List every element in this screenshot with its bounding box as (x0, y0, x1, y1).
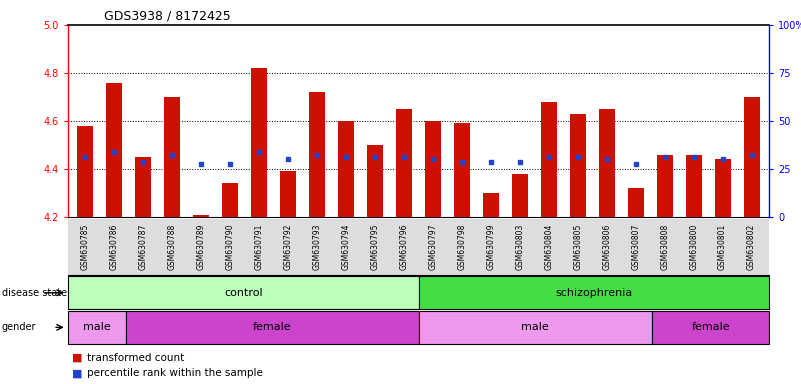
Bar (425, 121, 441, 217)
Text: GSM630808: GSM630808 (660, 223, 669, 270)
Bar (418, 311, 652, 344)
Text: GSM630793: GSM630793 (312, 223, 322, 270)
Bar (367, 145, 383, 217)
Bar (68, 311, 127, 344)
Text: GSM630785: GSM630785 (81, 223, 90, 270)
Bar (657, 155, 673, 217)
Text: GSM630791: GSM630791 (255, 223, 264, 270)
Text: GSM630789: GSM630789 (197, 223, 206, 270)
Bar (193, 215, 209, 217)
Text: ■: ■ (72, 368, 83, 378)
Bar (418, 276, 769, 309)
Bar (127, 311, 418, 344)
Text: GSM630802: GSM630802 (747, 223, 756, 270)
Bar (223, 184, 238, 217)
Bar (541, 102, 557, 217)
Bar (78, 126, 94, 217)
Text: GSM630787: GSM630787 (139, 223, 148, 270)
Bar (280, 171, 296, 217)
Text: disease state: disease state (2, 288, 66, 298)
Text: GDS3938 / 8172425: GDS3938 / 8172425 (104, 10, 231, 23)
Text: male: male (83, 322, 111, 333)
Text: GSM630795: GSM630795 (371, 223, 380, 270)
Text: GSM630804: GSM630804 (545, 223, 553, 270)
Bar (164, 97, 180, 217)
Bar (714, 159, 731, 217)
Text: GSM630803: GSM630803 (515, 223, 525, 270)
Text: transformed count: transformed count (87, 353, 183, 363)
Bar (652, 311, 769, 344)
Bar (396, 109, 412, 217)
Bar (686, 155, 702, 217)
Text: GSM630797: GSM630797 (429, 223, 437, 270)
Text: schizophrenia: schizophrenia (555, 288, 632, 298)
Bar (512, 174, 528, 217)
Text: GSM630806: GSM630806 (602, 223, 611, 270)
Bar (570, 114, 586, 217)
Bar (68, 276, 418, 309)
Bar (252, 68, 268, 217)
Text: male: male (521, 322, 549, 333)
Bar (135, 157, 151, 217)
Text: GSM630799: GSM630799 (486, 223, 496, 270)
Text: GSM630792: GSM630792 (284, 223, 292, 270)
Bar (743, 97, 759, 217)
Bar (107, 83, 123, 217)
Text: percentile rank within the sample: percentile rank within the sample (87, 368, 263, 378)
Text: GSM630800: GSM630800 (689, 223, 698, 270)
Bar (309, 92, 325, 217)
Text: control: control (224, 288, 263, 298)
Text: GSM630805: GSM630805 (574, 223, 582, 270)
Bar (483, 193, 499, 217)
Text: GSM630801: GSM630801 (718, 223, 727, 270)
Bar (599, 109, 614, 217)
Text: GSM630798: GSM630798 (457, 223, 466, 270)
Bar (454, 123, 470, 217)
Text: female: female (253, 322, 292, 333)
Text: GSM630796: GSM630796 (400, 223, 409, 270)
Text: GSM630788: GSM630788 (168, 223, 177, 270)
Text: GSM630807: GSM630807 (631, 223, 640, 270)
Text: GSM630794: GSM630794 (341, 223, 351, 270)
Text: GSM630790: GSM630790 (226, 223, 235, 270)
Bar (628, 188, 644, 217)
Text: ■: ■ (72, 353, 83, 363)
Bar (338, 121, 354, 217)
Text: gender: gender (2, 322, 36, 333)
Text: GSM630786: GSM630786 (110, 223, 119, 270)
Text: female: female (691, 322, 730, 333)
